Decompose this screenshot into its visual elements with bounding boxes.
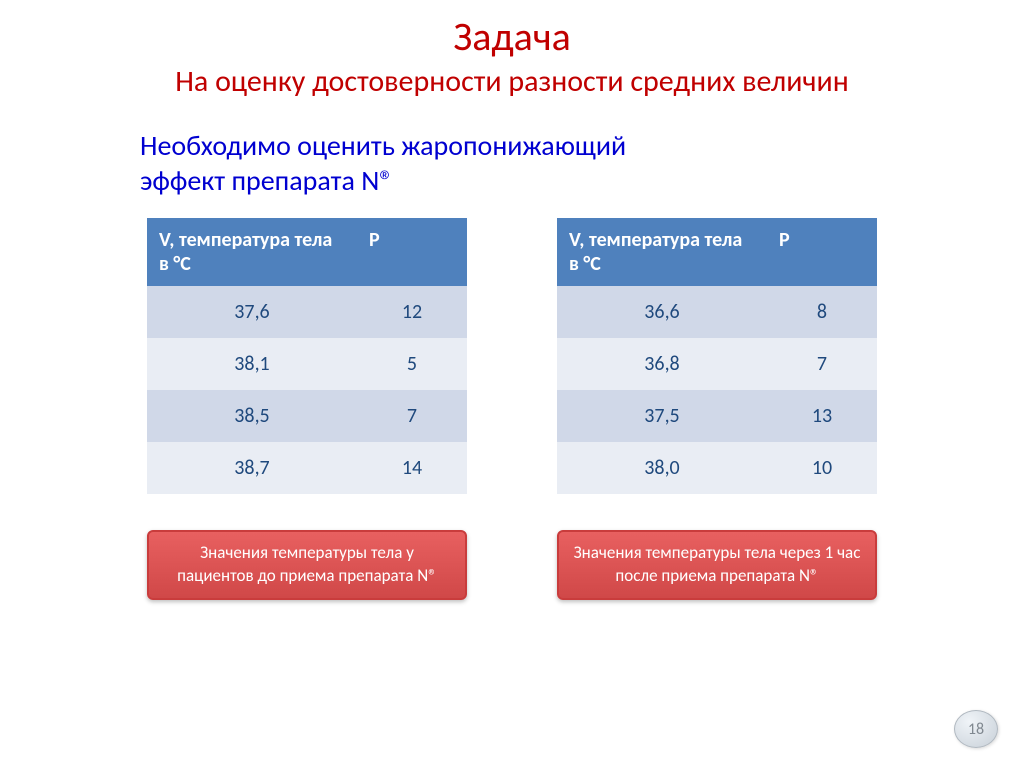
task-line-1: Необходимо оценить жаропонижающий: [140, 128, 1024, 163]
cell-v: 38,0: [557, 442, 767, 494]
cell-v: 36,8: [557, 338, 767, 390]
cell-p: 7: [357, 390, 467, 442]
header-temperature: V, температура тела в °С: [147, 218, 357, 286]
table-row: 38,5 7: [147, 390, 467, 442]
header-temperature: V, температура тела в °С: [557, 218, 767, 286]
cell-p: 14: [357, 442, 467, 494]
slide-subtitle: На оценку достоверности разности средних…: [0, 63, 1024, 100]
left-caption: Значения температуры тела у пациентов до…: [147, 530, 467, 600]
cell-v: 36,6: [557, 286, 767, 338]
cell-v: 37,6: [147, 286, 357, 338]
cell-v: 38,1: [147, 338, 357, 390]
table-header-row: V, температура тела в °С P: [557, 218, 877, 286]
table-row: 37,5 13: [557, 390, 877, 442]
slide-title: Задача: [0, 0, 1024, 61]
cell-p: 8: [767, 286, 877, 338]
right-table: V, температура тела в °С P 36,6 8 36,8 7…: [557, 218, 877, 494]
table-row: 37,6 12: [147, 286, 467, 338]
cell-p: 5: [357, 338, 467, 390]
slide: Задача На оценку достоверности разности …: [0, 0, 1024, 768]
table-row: 38,0 10: [557, 442, 877, 494]
header-p: P: [357, 218, 467, 286]
task-line-2: эффект препарата N®: [140, 163, 1024, 198]
task-description: Необходимо оценить жаропонижающий эффект…: [140, 128, 1024, 198]
table-row: 38,1 5: [147, 338, 467, 390]
cell-v: 38,7: [147, 442, 357, 494]
cell-v: 37,5: [557, 390, 767, 442]
left-table: V, температура тела в °С P 37,6 12 38,1 …: [147, 218, 467, 494]
cell-p: 10: [767, 442, 877, 494]
right-caption: Значения температуры тела через 1 час по…: [557, 530, 877, 600]
table-row: 38,7 14: [147, 442, 467, 494]
cell-p: 7: [767, 338, 877, 390]
header-p: P: [767, 218, 877, 286]
page-number: 18: [954, 710, 998, 748]
cell-p: 13: [767, 390, 877, 442]
table-row: 36,6 8: [557, 286, 877, 338]
table-row: 36,8 7: [557, 338, 877, 390]
captions-container: Значения температуры тела у пациентов до…: [0, 530, 1024, 600]
cell-p: 12: [357, 286, 467, 338]
tables-container: V, температура тела в °С P 37,6 12 38,1 …: [0, 218, 1024, 494]
cell-v: 38,5: [147, 390, 357, 442]
table-header-row: V, температура тела в °С P: [147, 218, 467, 286]
